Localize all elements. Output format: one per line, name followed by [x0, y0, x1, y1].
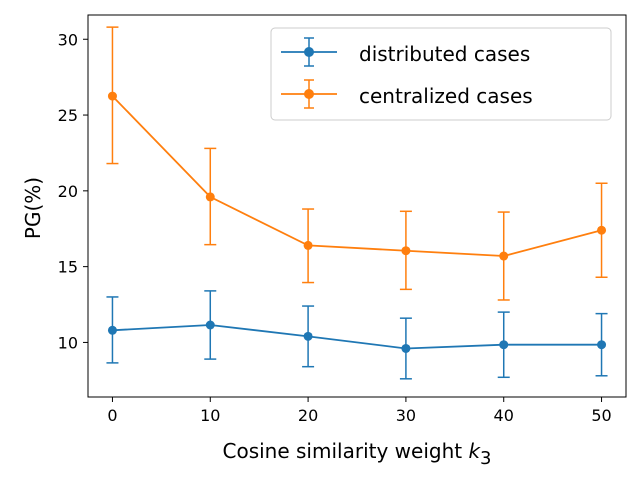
data-point [401, 343, 411, 353]
y-tick-label: 10 [58, 333, 78, 352]
y-tick-label: 20 [58, 182, 78, 201]
legend-label-distributed: distributed cases [359, 42, 530, 66]
legend: distributed cases centralized cases [270, 27, 612, 121]
y-axis: 10 15 20 25 30 [58, 30, 88, 352]
x-tick-label: 0 [107, 406, 117, 425]
legend-marker-centralized [304, 89, 314, 99]
plot-frame [87, 14, 627, 398]
data-point [303, 331, 313, 341]
y-tick-label: 30 [58, 30, 78, 49]
data-point [401, 246, 411, 256]
series-line [111, 95, 602, 257]
series-layer [106, 26, 608, 380]
y-tick-label: 25 [58, 106, 78, 125]
series-distributed [106, 290, 608, 380]
data-point [499, 251, 509, 261]
y-axis-label: PG(%) [21, 177, 45, 239]
data-point [205, 192, 215, 202]
legend-box [270, 27, 612, 121]
legend-label-centralized: centralized cases [359, 84, 533, 108]
x-tick-label: 50 [591, 406, 611, 425]
data-point [597, 340, 607, 350]
x-axis: 0 10 20 30 40 50 [107, 397, 612, 425]
y-tick-label: 15 [58, 258, 78, 277]
data-point [303, 240, 313, 250]
x-tick-label: 10 [200, 406, 220, 425]
x-tick-label: 30 [396, 406, 416, 425]
x-tick-label: 40 [494, 406, 514, 425]
data-point [107, 325, 117, 335]
legend-marker-distributed [304, 47, 314, 57]
data-point [597, 225, 607, 235]
series-line [112, 324, 602, 350]
series-centralized [106, 26, 608, 301]
x-axis-label: Cosine similarity weight k3 [223, 439, 492, 469]
x-tick-label: 20 [298, 406, 318, 425]
data-point [107, 91, 117, 101]
data-point [499, 340, 509, 350]
data-point [205, 320, 215, 330]
